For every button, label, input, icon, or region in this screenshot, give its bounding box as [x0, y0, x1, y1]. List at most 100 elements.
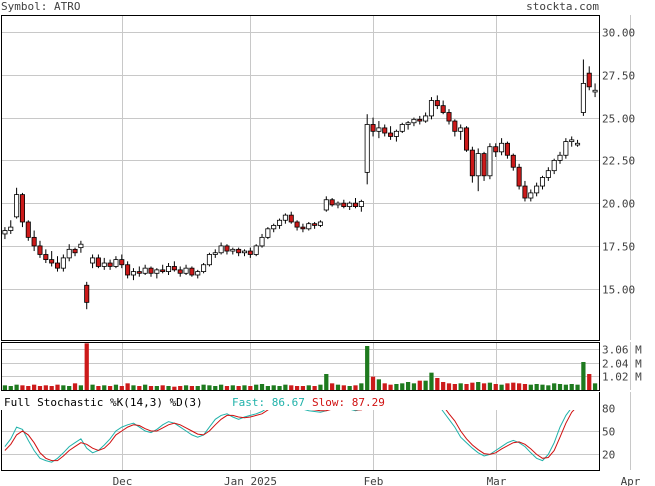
- candle-body: [516, 166, 522, 187]
- candle-body: [446, 112, 452, 122]
- candle-body: [212, 252, 218, 255]
- candle-body: [183, 267, 189, 274]
- volume-bar: [540, 384, 545, 390]
- volume-bar: [166, 386, 171, 390]
- volume-bar: [78, 385, 84, 390]
- volume-bar: [283, 384, 288, 390]
- candle-body: [300, 226, 306, 230]
- candle-body: [388, 132, 394, 137]
- volume-bar: [26, 386, 31, 390]
- candle-body: [113, 259, 119, 267]
- volume-bar: [119, 386, 124, 390]
- candle-body: [329, 199, 335, 206]
- volume-bar: [32, 384, 37, 390]
- volume-bar: [207, 385, 212, 390]
- volume-bar: [423, 380, 428, 390]
- volume-bar: [552, 383, 557, 390]
- x-tick-label: Mar: [487, 475, 507, 486]
- candle-body: [195, 271, 201, 276]
- symbol-label: Symbol: ATRO: [1, 0, 81, 13]
- candle-body: [352, 202, 359, 207]
- volume-bar: [575, 384, 580, 390]
- volume-bar: [242, 385, 247, 390]
- candle-body: [282, 214, 288, 221]
- candle-body: [493, 146, 499, 153]
- volume-bar: [394, 384, 399, 390]
- volume-bar: [528, 384, 533, 390]
- volume-bar: [143, 384, 148, 390]
- volume-bar: [511, 382, 516, 390]
- volume-bar: [218, 384, 224, 390]
- candle-body: [37, 245, 43, 255]
- candle-body: [534, 185, 540, 194]
- volume-bar: [587, 374, 592, 390]
- volume-bar: [271, 385, 276, 390]
- candle-body: [563, 141, 569, 156]
- volume-bar: [183, 385, 189, 390]
- volume-bar: [102, 385, 107, 390]
- volume-bar: [195, 386, 200, 390]
- candle-body: [399, 124, 405, 132]
- x-tick-label: Feb: [364, 475, 384, 486]
- candle-body: [475, 153, 481, 177]
- candle-body: [78, 243, 84, 249]
- candle-body: [569, 139, 575, 142]
- candle-body: [236, 248, 242, 254]
- candle-body: [72, 248, 78, 254]
- stoch-tick-label: 80: [602, 403, 615, 416]
- volume-bar: [592, 383, 598, 390]
- candle-body: [166, 266, 172, 272]
- candle-body: [136, 271, 142, 274]
- candle-body: [452, 120, 458, 132]
- candle-body: [201, 264, 207, 272]
- candle-body: [335, 202, 341, 206]
- volume-bar: [254, 384, 259, 390]
- volume-bar: [370, 376, 376, 390]
- candle-body: [130, 271, 136, 276]
- stoch-fast-label: Fast: 86.67: [232, 396, 305, 409]
- candle-body: [364, 124, 370, 173]
- candle-body: [31, 236, 37, 247]
- volume-bar: [277, 386, 282, 390]
- price-tick-label: 25.00: [602, 113, 635, 126]
- candle-body: [510, 154, 516, 168]
- panel-frame: [1, 15, 600, 341]
- candle-body: [148, 267, 154, 274]
- site-label: stockta.com: [526, 0, 599, 13]
- candle-body: [189, 267, 195, 276]
- candle-body: [2, 230, 8, 235]
- x-tick-label: Apr: [621, 475, 641, 486]
- candle-body: [230, 248, 236, 252]
- candle-body: [370, 124, 376, 132]
- candle-body: [8, 226, 14, 231]
- volume-tick-label: 3.06 M: [602, 344, 642, 357]
- volume-bar: [569, 384, 574, 390]
- candle-body: [551, 159, 557, 172]
- candle-body: [66, 248, 72, 259]
- candle-body: [423, 115, 429, 122]
- volume-bar: [107, 386, 113, 390]
- candle-body: [60, 257, 66, 269]
- candle-body: [253, 245, 259, 255]
- volume-bar: [300, 386, 306, 390]
- volume-bar: [90, 384, 95, 390]
- candle-body: [54, 262, 61, 269]
- volume-bar: [452, 384, 457, 390]
- volume-bar: [435, 378, 440, 390]
- candle-body: [171, 266, 177, 271]
- panel-frame: [1, 342, 600, 391]
- volume-bar: [365, 346, 370, 390]
- volume-bar: [341, 385, 346, 390]
- candle-body: [347, 202, 353, 207]
- volume-bar: [481, 383, 487, 390]
- candle-body: [95, 257, 101, 267]
- candle-body: [458, 127, 464, 132]
- volume-bar: [131, 385, 136, 390]
- candle-body: [90, 257, 96, 264]
- volume-bar: [236, 386, 241, 390]
- candle-body: [119, 259, 125, 266]
- volume-bar: [382, 383, 387, 390]
